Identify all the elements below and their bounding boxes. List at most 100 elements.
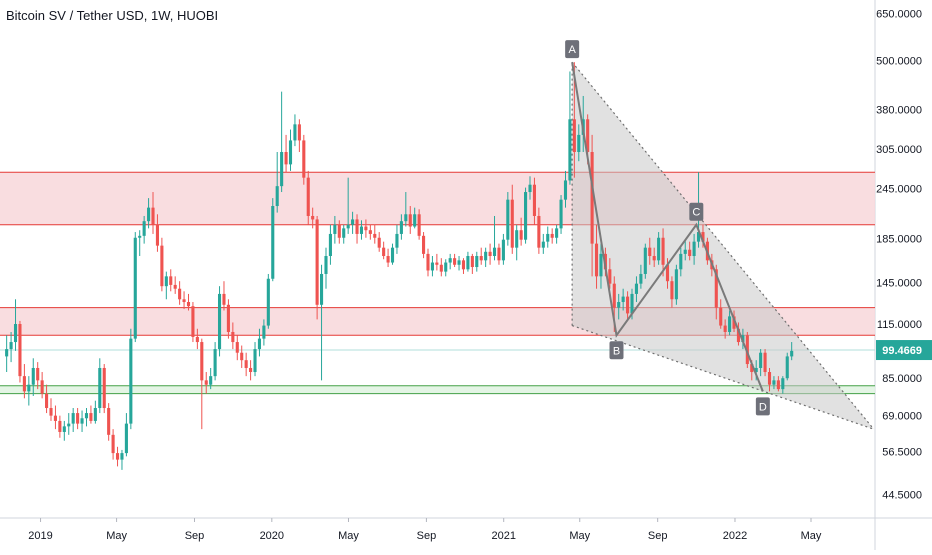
candle-body-9 (45, 393, 49, 409)
candle-body-105 (470, 256, 474, 268)
candle-body-71 (319, 273, 324, 305)
candle-body-3 (18, 324, 22, 377)
candle-body-119 (532, 184, 536, 216)
candle-body-101 (453, 258, 457, 265)
candle-body-147 (657, 237, 661, 261)
candle-body-81 (364, 226, 368, 231)
candle-body-92 (413, 214, 417, 227)
candle-body-86 (386, 256, 390, 263)
candle-body-148 (661, 237, 665, 265)
support-zone-2 (0, 385, 875, 394)
candle-body-51 (231, 331, 235, 343)
pattern-label-text-D: D (759, 401, 767, 413)
y-tick-label: 69.0000 (882, 411, 922, 423)
candle-body-110 (492, 247, 497, 257)
candle-body-34 (155, 224, 160, 246)
candle-body-16 (76, 413, 80, 424)
candle-body-20 (93, 408, 97, 421)
candle-body-59 (266, 278, 270, 326)
candle-body-24 (111, 434, 115, 454)
candle-body-35 (160, 245, 164, 287)
candle-body-67 (302, 140, 306, 178)
pattern-label-bg-C (689, 202, 704, 221)
candle-body-103 (461, 260, 466, 270)
candle-body-31 (142, 221, 146, 236)
y-tick-label: 56.5000 (882, 447, 922, 459)
x-tick-label: 2019 (28, 530, 52, 542)
candle-body-108 (484, 251, 488, 261)
x-tick-label: 2022 (723, 530, 747, 542)
candle-body-138 (617, 302, 621, 308)
candle-body-142 (634, 283, 639, 294)
candle-body-21 (98, 367, 102, 409)
candle-body-114 (510, 199, 514, 248)
x-tick-label: Sep (648, 530, 668, 542)
candle-body-157 (701, 232, 705, 242)
candle-body-43 (195, 336, 199, 343)
candle-body-25 (115, 453, 120, 460)
candle-body-79 (355, 219, 359, 234)
x-tick-label: 2020 (260, 530, 284, 542)
candle-body-97 (435, 262, 439, 265)
candle-body-175 (781, 378, 785, 390)
candle-body-169 (754, 367, 758, 373)
candle-body-117 (524, 192, 528, 240)
candle-body-151 (674, 269, 678, 300)
y-tick-label: 380.0000 (876, 105, 922, 117)
candle-body-40 (182, 299, 186, 303)
candle-body-63 (284, 151, 288, 165)
candle-body-84 (377, 237, 381, 248)
candle-body-106 (475, 256, 479, 268)
candle-body-87 (390, 247, 395, 263)
candle-body-165 (736, 328, 741, 343)
x-tick-label: Sep (185, 530, 205, 542)
candle-body-78 (351, 219, 355, 225)
current-price-tag (876, 340, 932, 361)
candle-body-61 (275, 186, 279, 207)
y-tick-label: 500.0000 (876, 55, 922, 67)
candle-body-83 (373, 233, 377, 238)
pattern-label-bg-D (755, 397, 770, 416)
candle-body-1 (9, 342, 13, 350)
candle-body-133 (594, 243, 599, 277)
chart-title: Bitcoin SV / Tether USD, 1W, HUOBI (6, 8, 219, 23)
y-tick-label: 305.0000 (876, 144, 922, 156)
candle-body-29 (133, 237, 137, 339)
pattern-label-text-C: C (692, 207, 700, 219)
candle-body-131 (586, 119, 590, 152)
candle-body-127 (568, 119, 572, 181)
candle-body-104 (466, 256, 470, 270)
candle-body-113 (506, 199, 510, 240)
plot-background (0, 0, 875, 518)
candle-body-124 (555, 228, 559, 238)
candle-body-171 (763, 352, 767, 373)
y-tick-label: 85.0000 (882, 373, 922, 385)
candle-body-123 (550, 233, 554, 238)
pattern-label-C: C (689, 202, 704, 221)
candle-body-170 (759, 352, 763, 368)
candle-body-173 (772, 380, 776, 385)
candle-body-36 (164, 276, 168, 287)
pattern-label-text-B: B (613, 345, 620, 357)
candle-body-6 (31, 367, 35, 385)
candle-body-69 (311, 215, 315, 220)
candle-body-132 (590, 151, 594, 244)
candle-body-60 (271, 206, 275, 279)
x-tick-label: May (569, 530, 590, 542)
candle-body-149 (665, 264, 670, 282)
pattern-label-A: A (565, 40, 580, 59)
candle-body-99 (444, 262, 448, 272)
candle-body-28 (129, 338, 133, 424)
candle-body-4 (22, 376, 26, 392)
candle-body-116 (519, 230, 523, 240)
candle-body-168 (750, 364, 754, 373)
candle-body-136 (608, 269, 612, 284)
candle-body-137 (612, 283, 616, 308)
candle-body-75 (337, 224, 341, 238)
candle-body-82 (368, 230, 372, 234)
candle-body-68 (306, 177, 310, 216)
pattern-label-bg-B (609, 341, 624, 360)
candle-body-17 (80, 418, 84, 424)
